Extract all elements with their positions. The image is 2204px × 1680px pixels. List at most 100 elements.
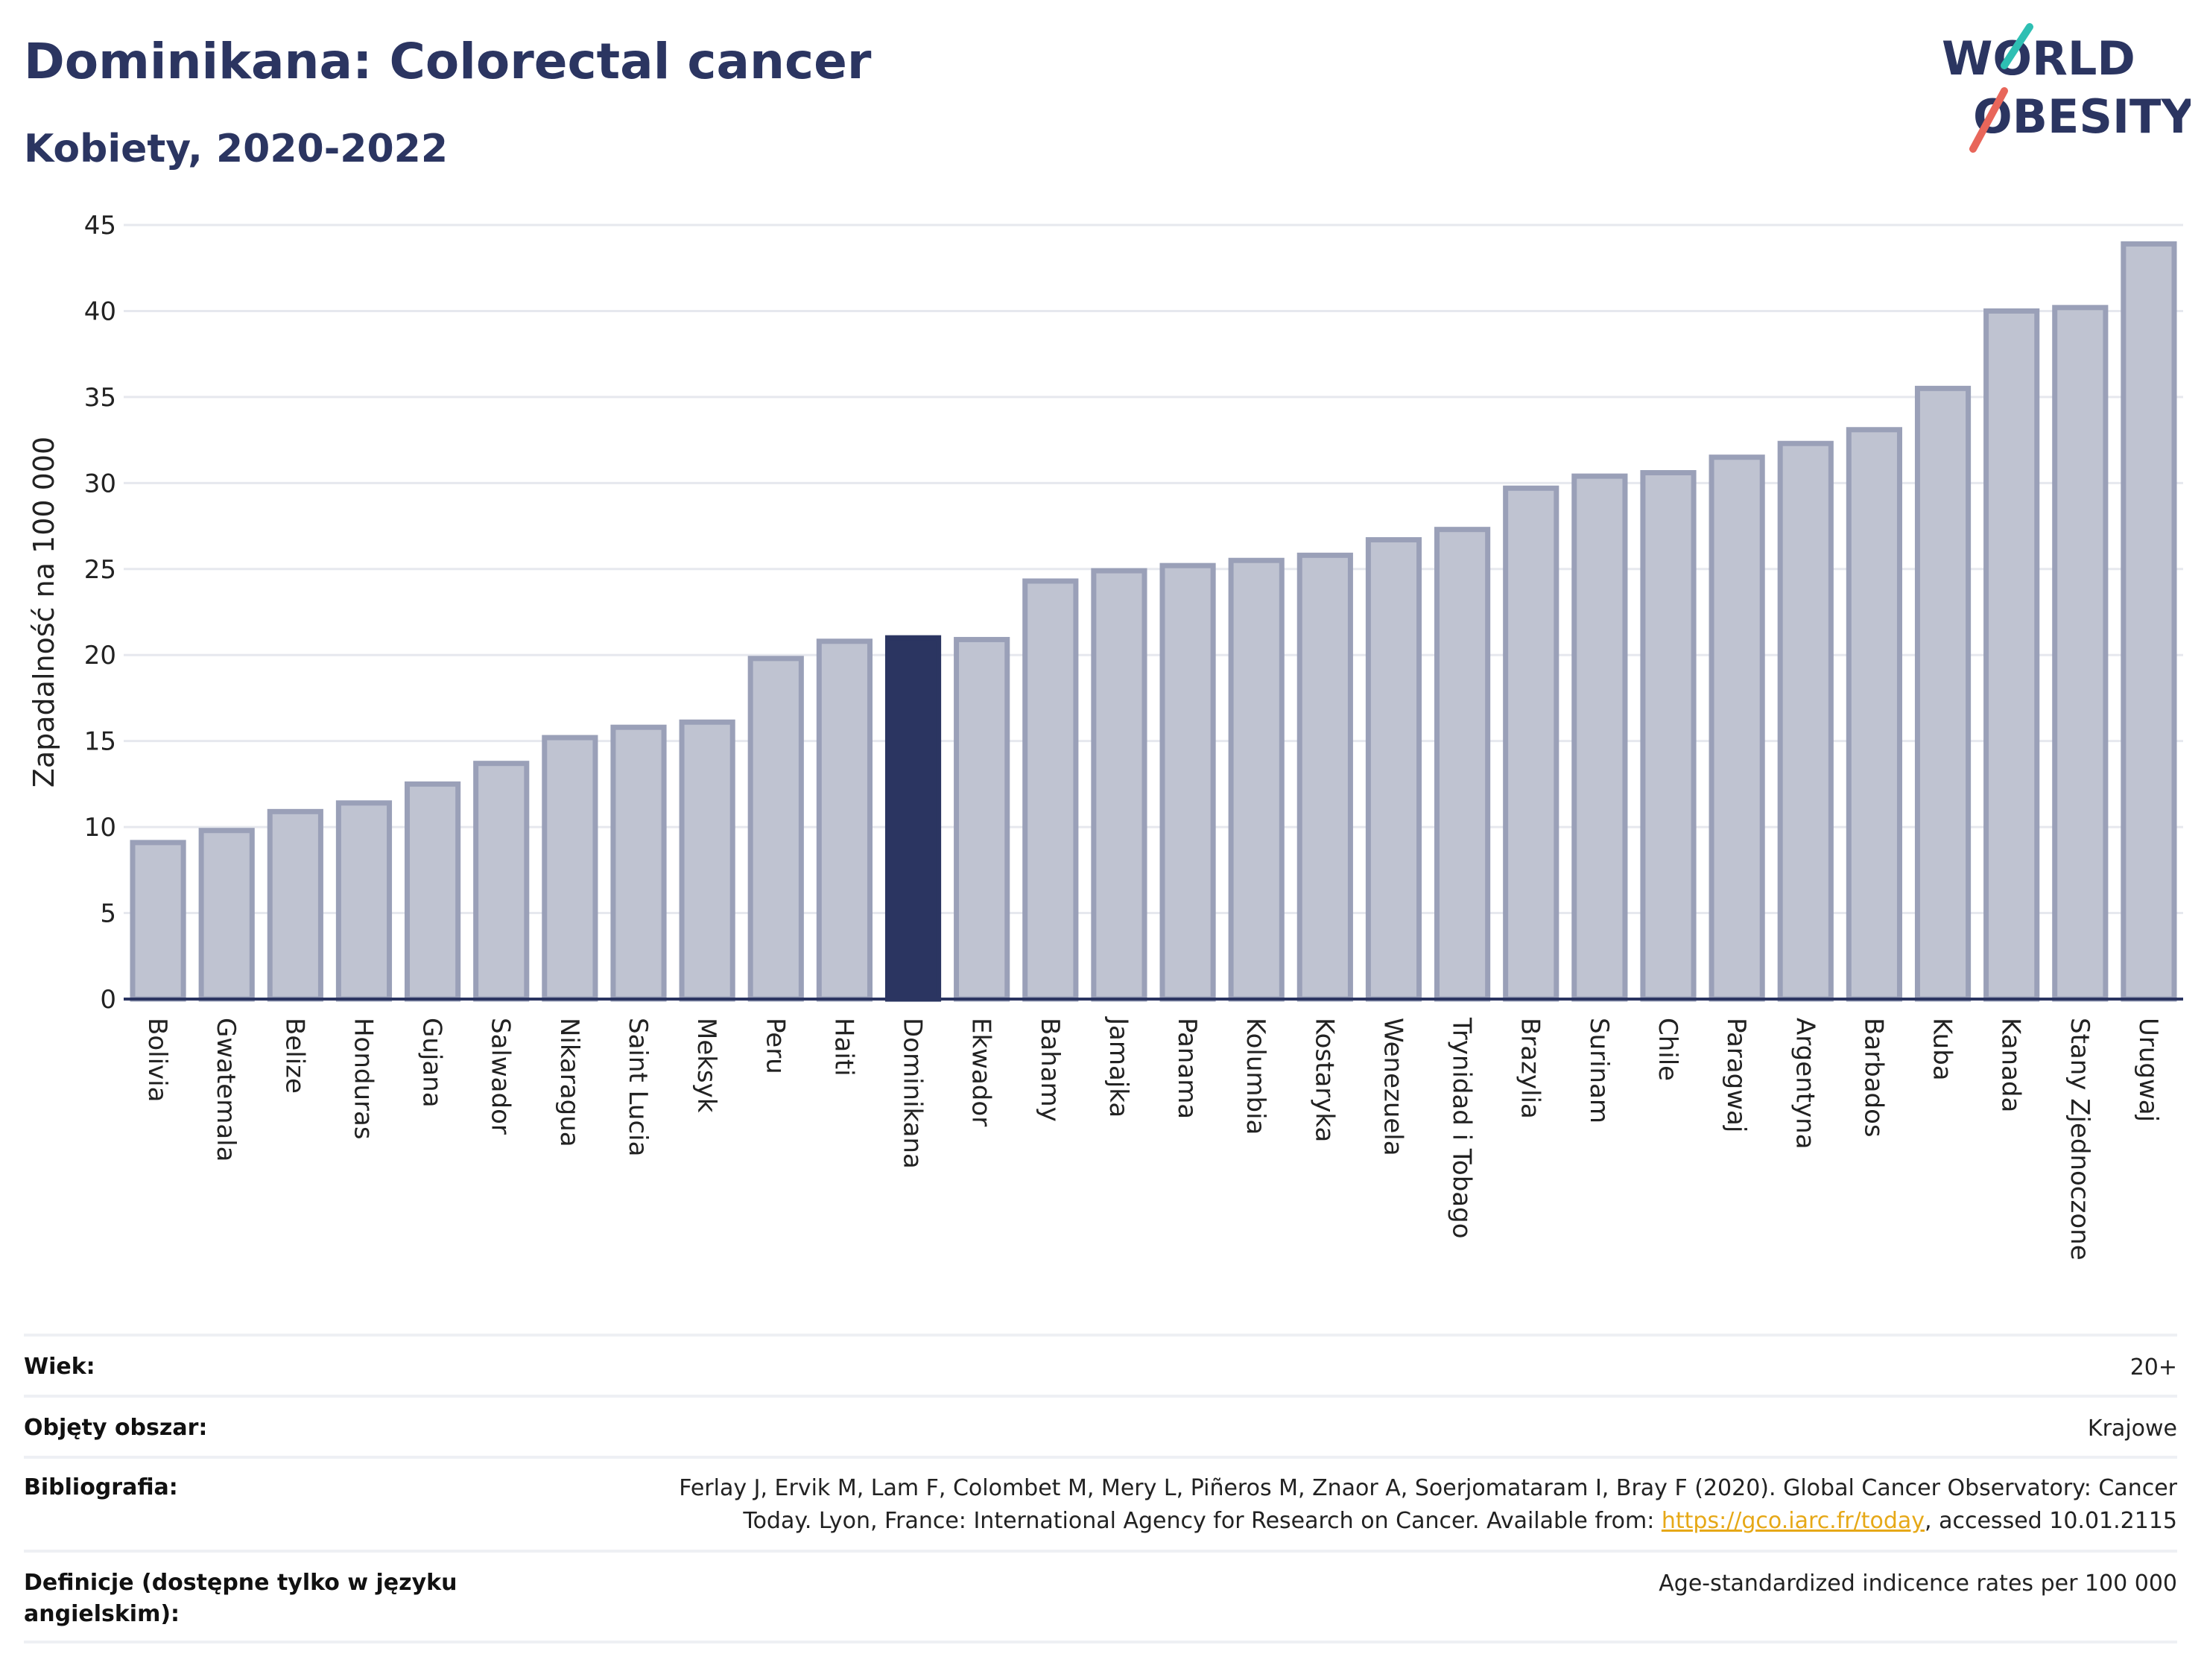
y-tick-label: 20 xyxy=(84,641,116,671)
meta-row-age: Wiek: 20+ xyxy=(24,1334,2177,1395)
bar xyxy=(610,724,667,1002)
x-tick-label: Belize xyxy=(279,1018,309,1094)
bibliography-line1: Ferlay J, Ervik M, Lam F, Colombet M, Me… xyxy=(679,1475,2177,1501)
x-tick-label: Kostaryka xyxy=(1309,1018,1339,1142)
bar xyxy=(1091,568,1147,1002)
x-tick-label: Gujana xyxy=(417,1018,447,1108)
x-tick-label: Peru xyxy=(760,1018,790,1074)
y-tick-label: 15 xyxy=(84,727,116,757)
y-tick-label: 10 xyxy=(84,813,116,843)
bar xyxy=(1914,385,1972,1002)
bar-chart: 0 5 10 15 20 25 30 35 40 45 Bolivia Gwatemala Beliz… xyxy=(28,211,2183,1261)
bars xyxy=(130,241,2177,1002)
page-title: Dominikana: Colorectal cancer xyxy=(24,33,872,90)
bar xyxy=(1022,578,1079,1002)
x-tick-label: Panama xyxy=(1172,1018,1202,1119)
x-tick-label: Paragwaj xyxy=(1721,1018,1751,1132)
x-tick-label: Salwador xyxy=(486,1018,516,1135)
y-tick-label: 30 xyxy=(84,469,116,498)
y-tick-label: 35 xyxy=(84,383,116,413)
x-tick-label: Barbados xyxy=(1858,1018,1888,1138)
x-tick-label: Kuba xyxy=(1928,1018,1957,1081)
meta-key-definitions: Definicje (dostępne tylko w języku angie… xyxy=(24,1570,457,1627)
meta-key-age: Wiek: xyxy=(24,1354,95,1380)
metadata-table: Wiek: 20+ Objęty obszar: Krajowe Bibliog… xyxy=(24,1334,2177,1643)
y-tick-labels: 0 5 10 15 20 25 30 35 40 45 xyxy=(84,211,116,1015)
bar xyxy=(267,808,323,1002)
meta-value-area: Krajowe xyxy=(2087,1416,2177,1442)
x-tick-label: Meksyk xyxy=(691,1018,721,1113)
logo-line1: WORLD xyxy=(1942,31,2135,86)
bar xyxy=(747,656,804,1002)
bar xyxy=(954,636,1010,1002)
bar xyxy=(130,840,186,1002)
bar xyxy=(1434,527,1491,1002)
bibliography-line2-pre: Today. Lyon, France: International Agenc… xyxy=(743,1508,1662,1534)
bibliography-line2: Today. Lyon, France: International Agenc… xyxy=(679,1505,2177,1538)
x-tick-label: Bahamy xyxy=(1035,1018,1065,1122)
bar xyxy=(1228,557,1285,1002)
bar xyxy=(1365,537,1422,1002)
bar xyxy=(1709,454,1765,1002)
meta-key-area: Objęty obszar: xyxy=(24,1415,208,1441)
x-tick-label: Bolivia xyxy=(142,1018,172,1102)
meta-key-bibliography: Bibliografia: xyxy=(24,1474,178,1500)
page-subtitle: Kobiety, 2020-2022 xyxy=(24,127,449,171)
meta-value-bibliography: Ferlay J, Ervik M, Lam F, Colombet M, Me… xyxy=(679,1472,2177,1538)
x-tick-label: Stany Zjednoczone xyxy=(2065,1018,2094,1261)
bar xyxy=(405,781,461,1002)
bar xyxy=(2052,305,2109,1002)
x-tick-label: Ekwador xyxy=(966,1018,996,1126)
meta-row-definitions: Definicje (dostępne tylko w języku angie… xyxy=(24,1550,2177,1643)
bar xyxy=(1571,473,1628,1002)
bibliography-line2-post: , accessed 10.01.2115 xyxy=(1925,1508,2177,1534)
x-tick-label: Gwatemala xyxy=(211,1018,241,1161)
x-tick-label: Wenezuela xyxy=(1378,1018,1407,1156)
bar xyxy=(2121,241,2177,1002)
y-tick-label: 0 xyxy=(100,985,116,1015)
world-obesity-logo: WORLD OBESITY xyxy=(1942,23,2191,153)
bar xyxy=(1983,308,2040,1002)
x-tick-label: Surinam xyxy=(1584,1018,1614,1123)
bar xyxy=(816,638,873,1002)
meta-value-definitions: Age-standardized indicence rates per 100… xyxy=(1659,1570,2177,1597)
bar xyxy=(542,735,598,1002)
x-tick-label: Haiti xyxy=(829,1018,858,1077)
meta-row-bibliography: Bibliografia: Ferlay J, Ervik M, Lam F, … xyxy=(24,1456,2177,1550)
bar xyxy=(198,828,255,1002)
y-tick-label: 45 xyxy=(84,211,116,241)
x-tick-label: Chile xyxy=(1653,1018,1682,1081)
bar xyxy=(1640,469,1697,1002)
x-tick-label: Honduras xyxy=(348,1018,378,1140)
y-tick-label: 40 xyxy=(84,297,116,326)
x-tick-label: Kolumbia xyxy=(1241,1018,1270,1135)
bar-highlighted xyxy=(884,635,942,1002)
y-tick-label: 25 xyxy=(84,555,116,585)
x-tick-labels: Bolivia Gwatemala Belize Honduras Gujana Salw… xyxy=(142,1016,2163,1261)
bar xyxy=(335,800,393,1002)
x-tick-label: Urugwaj xyxy=(2133,1018,2163,1122)
bar xyxy=(1503,485,1559,1002)
bar xyxy=(679,719,735,1002)
bar xyxy=(473,761,530,1002)
x-tick-label: Jamajka xyxy=(1103,1016,1133,1118)
x-tick-label: Nikaragua xyxy=(554,1018,584,1147)
meta-value-age: 20+ xyxy=(2129,1354,2177,1381)
logo-slash-teal xyxy=(2001,23,2033,69)
x-tick-label: Brazylia xyxy=(1516,1018,1545,1119)
y-axis-label: Zapadalność na 100 000 xyxy=(28,437,60,787)
y-tick-label: 5 xyxy=(100,899,116,929)
logo-line2: OBESITY xyxy=(1973,89,2191,144)
bar xyxy=(1846,427,1902,1002)
x-tick-label: Saint Lucia xyxy=(623,1018,653,1156)
logo-slash-coral xyxy=(1969,87,2008,153)
meta-row-area: Objęty obszar: Krajowe xyxy=(24,1395,2177,1456)
bar xyxy=(1777,440,1834,1002)
bar xyxy=(1296,552,1353,1002)
x-tick-label: Argentyna xyxy=(1790,1018,1820,1150)
x-tick-label: Dominikana xyxy=(898,1018,928,1169)
x-tick-label: Trynidad i Tobago xyxy=(1447,1017,1477,1239)
source-link[interactable]: https://gco.iarc.fr/today xyxy=(1661,1508,1925,1534)
bar xyxy=(1159,562,1216,1002)
x-tick-label: Kanada xyxy=(1996,1018,2026,1112)
